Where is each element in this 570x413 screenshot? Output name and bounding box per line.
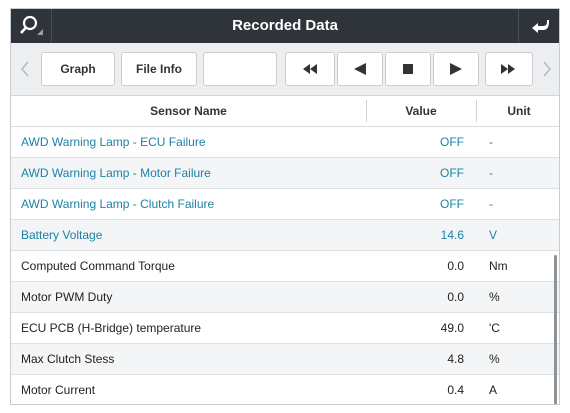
table-row[interactable]: Motor Current 0.4 A	[11, 375, 559, 404]
toolbar: Graph File Info	[11, 43, 559, 96]
sensor-unit: %	[489, 352, 500, 366]
sensor-name: Max Clutch Stess	[21, 352, 115, 366]
search-button[interactable]	[11, 9, 51, 43]
scroll-left[interactable]	[15, 52, 35, 86]
back-button[interactable]	[519, 9, 559, 43]
sensor-name: Computed Command Torque	[21, 259, 175, 273]
sensor-unit: %	[489, 290, 500, 304]
sensor-value: 0.0	[447, 290, 464, 304]
blank-button[interactable]	[203, 52, 277, 86]
table-row[interactable]: AWD Warning Lamp - ECU Failure OFF -	[11, 127, 559, 158]
stop-button[interactable]	[385, 52, 431, 86]
sensor-unit: -	[489, 135, 493, 149]
table-row[interactable]: ECU PCB (H-Bridge) temperature 49.0 'C	[11, 313, 559, 344]
divider	[366, 100, 367, 122]
table-row[interactable]: Max Clutch Stess 4.8%	[11, 344, 559, 375]
sensor-value: OFF	[440, 197, 464, 211]
sensor-name: AWD Warning Lamp - Clutch Failure	[21, 197, 215, 211]
app-window: Recorded Data Graph File Info Sensor Nam…	[10, 8, 560, 405]
sensor-unit: -	[489, 166, 493, 180]
sensor-name: ECU PCB (H-Bridge) temperature	[21, 321, 202, 335]
file-info-button[interactable]: File Info	[121, 52, 197, 86]
title: Recorded Data	[232, 17, 338, 34]
sensor-value: OFF	[440, 166, 464, 180]
step-back-button[interactable]	[337, 52, 383, 86]
sensor-value: 14.6	[440, 228, 464, 242]
scrollbar[interactable]	[554, 255, 557, 404]
column-header[interactable]: Unit	[507, 104, 531, 118]
table-row[interactable]: Battery Voltage 14.6 V	[11, 220, 559, 251]
sensor-unit: A	[489, 383, 498, 397]
divider	[476, 100, 477, 122]
sensor-unit: Nm	[489, 259, 508, 273]
play-button[interactable]	[433, 52, 479, 86]
sensor-unit: 'C	[489, 321, 500, 335]
column-header[interactable]: Sensor Name	[150, 104, 227, 118]
sensor-name: AWD Warning Lamp - ECU Failure	[21, 135, 206, 149]
sensor-value: 0.0	[447, 259, 464, 273]
column-header[interactable]: Value	[405, 104, 437, 118]
table-row[interactable]: AWD Warning Lamp - Clutch Failure OFF -	[11, 189, 559, 220]
table-row[interactable]: AWD Warning Lamp - Motor Failure OFF -	[11, 158, 559, 189]
table-row[interactable]: Motor PWM Duty 0.0%	[11, 282, 559, 313]
sensor-value: 4.8	[447, 352, 464, 366]
sensor-unit: -	[489, 197, 493, 211]
graph-button[interactable]: Graph	[41, 52, 115, 86]
scroll-right[interactable]	[537, 52, 557, 86]
table-row[interactable]: Computed Command Torque 0.0 Nm	[11, 251, 559, 282]
sensor-value: 0.4	[447, 383, 464, 397]
sensor-name: Motor Current	[21, 383, 96, 397]
table-header: Sensor Name Value Unit	[11, 96, 559, 127]
sensor-value: OFF	[440, 135, 464, 149]
fast-forward-button[interactable]	[485, 52, 533, 86]
sensor-unit: V	[489, 228, 498, 242]
rewind-button[interactable]	[285, 52, 335, 86]
sensor-name: Battery Voltage	[21, 228, 103, 242]
sensor-name: AWD Warning Lamp - Motor Failure	[21, 166, 211, 180]
sensor-value: 49.0	[440, 321, 464, 335]
top-bar: Recorded Data	[11, 9, 559, 43]
divider	[51, 9, 52, 43]
sensor-name: Motor PWM Duty	[21, 290, 113, 304]
divider	[518, 9, 519, 43]
